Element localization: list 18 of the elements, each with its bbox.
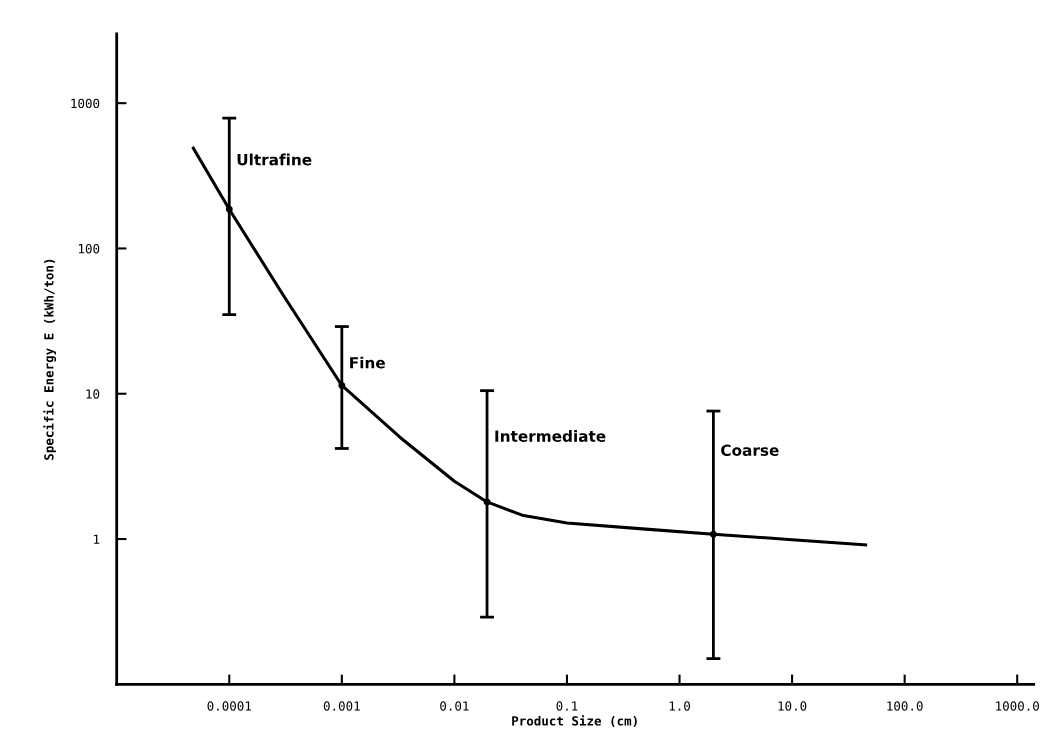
x-tick-label: 0.001 [323, 701, 360, 711]
x-tick-label: 1000.0 [996, 701, 1039, 711]
y-tick-label: 1000 [71, 98, 100, 109]
x-tick-label: 10.0 [778, 701, 807, 711]
annotation: Coarse [721, 444, 779, 456]
x-tick-label: 0.1 [556, 701, 578, 711]
y-axis-title: Specific Energy E (kWh/ton) [43, 259, 57, 460]
x-tick-label: 0.0001 [207, 701, 251, 711]
x-tick-label: 0.01 [440, 701, 469, 711]
annotation: Fine [350, 356, 385, 369]
x-axis-title: Product Size (cm) [512, 715, 637, 728]
y-tick-label: 100 [78, 243, 100, 254]
x-tick-label: 1.0 [669, 701, 690, 711]
y-tick-label: 1 [94, 534, 100, 544]
annotation: Ultrafine [237, 153, 312, 166]
annotation: Intermediate [495, 430, 606, 442]
y-tick-label: 10 [86, 389, 100, 399]
x-tick-label: 100.0 [887, 701, 923, 711]
